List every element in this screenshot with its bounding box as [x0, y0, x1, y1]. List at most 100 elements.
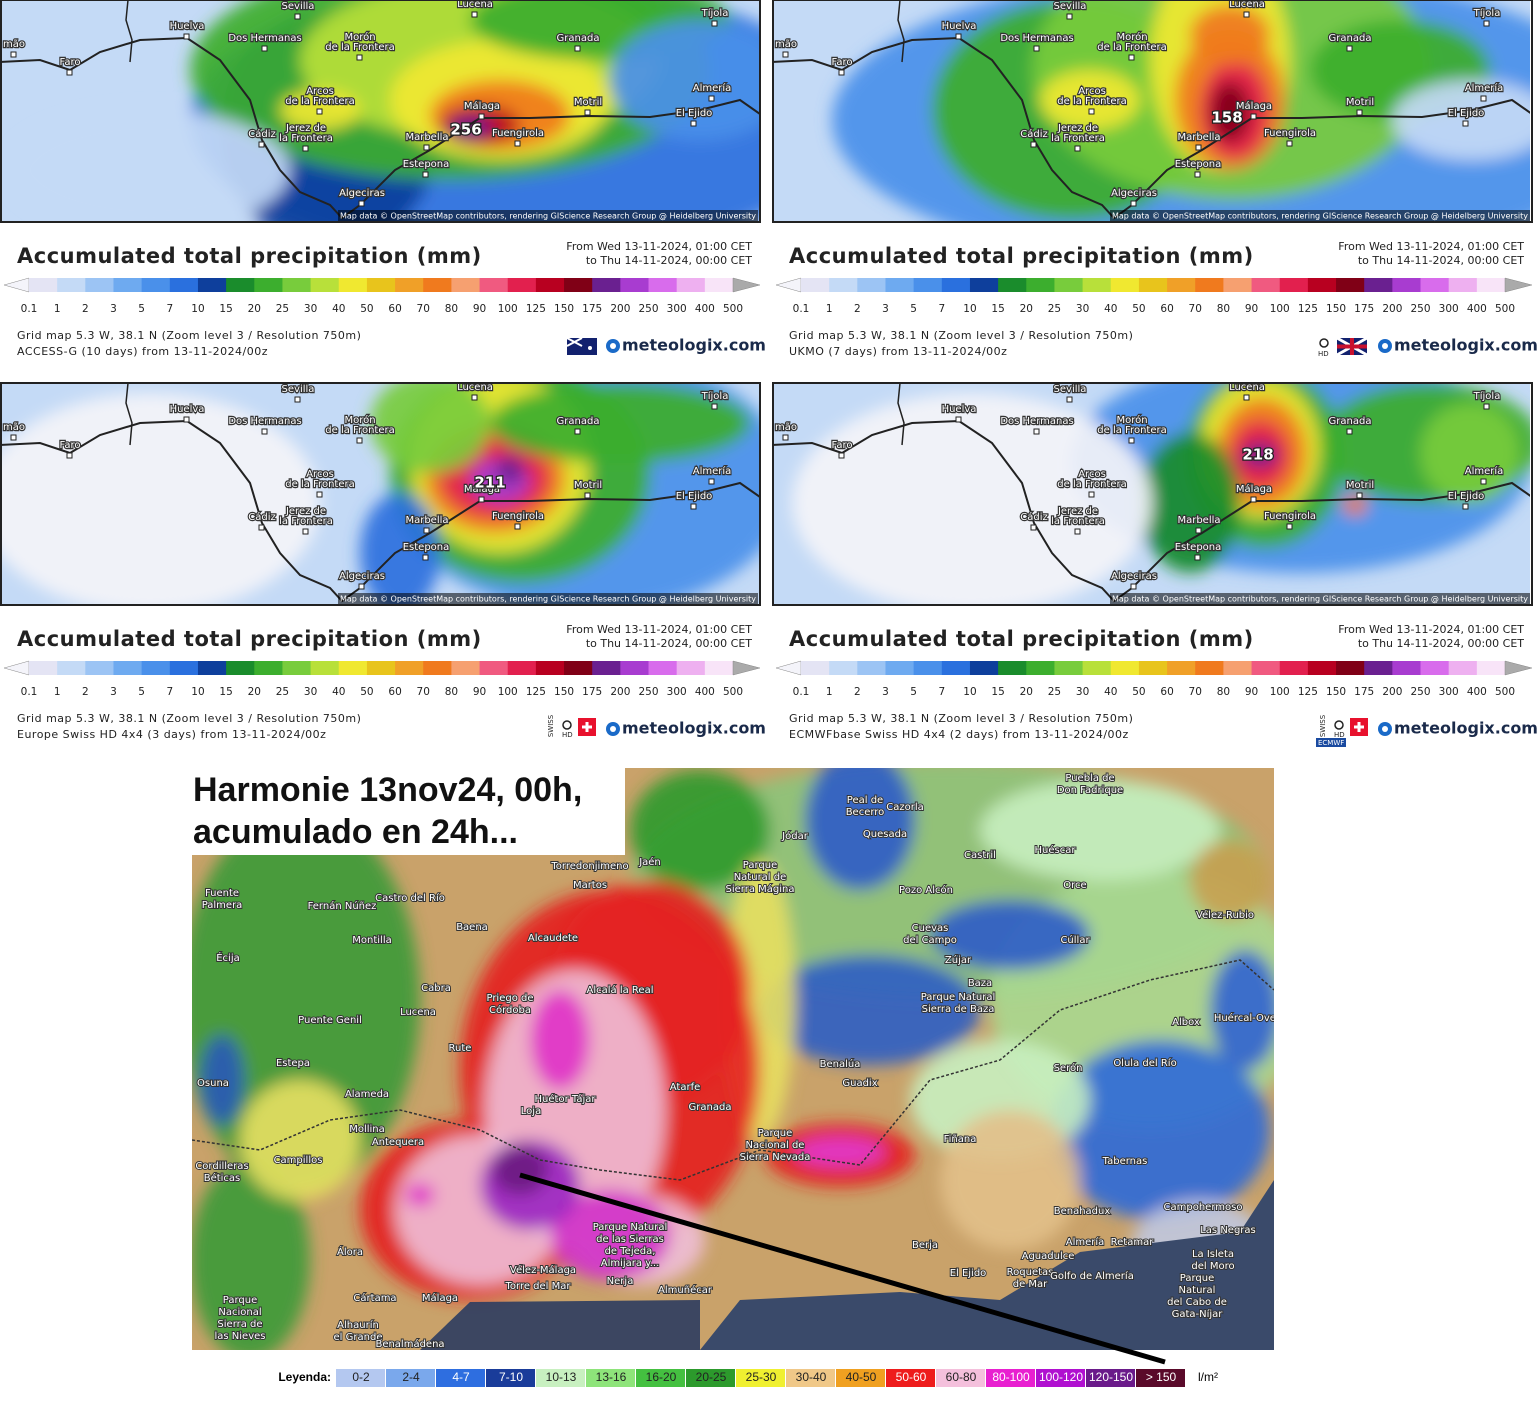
precip-field — [832, 0, 1530, 222]
place-label: La Isleta — [1192, 1249, 1234, 1260]
colorbar-swatch — [1195, 278, 1224, 292]
city-marker — [1243, 11, 1250, 18]
precip-area — [795, 1137, 885, 1167]
city-marker — [1033, 45, 1040, 52]
legend-title: Accumulated total precipitation (mm) — [789, 627, 1254, 651]
city-label: Motril — [1346, 480, 1374, 491]
colorbar-arrow-right — [1504, 277, 1533, 293]
city-label: la Frontera — [279, 133, 333, 144]
colorbar-swatch — [1026, 278, 1055, 292]
colorbar-swatch — [451, 661, 481, 675]
colorbar-arrow-right — [732, 660, 761, 676]
colorbar-label: 200 — [1382, 686, 1402, 698]
place-label: Parque Natural — [593, 1222, 668, 1233]
city-marker — [1195, 144, 1202, 151]
colorbar-swatch — [395, 661, 424, 675]
place-label: Atarfe — [670, 1082, 701, 1093]
city-label: Motril — [574, 480, 602, 491]
colorbar-swatch — [29, 278, 58, 292]
place-label: de las Sierras — [596, 1234, 664, 1245]
attribution-bg — [1110, 593, 1530, 605]
brand-logo-inner — [610, 726, 616, 732]
city-marker — [471, 394, 478, 401]
legend-label: Leyenda: — [278, 1370, 331, 1384]
colorbar-label: 80 — [445, 686, 458, 698]
colorbar-label: 40 — [332, 303, 345, 315]
city-label: Jerez de — [285, 123, 326, 134]
sea — [420, 1300, 700, 1350]
city-marker — [1194, 554, 1201, 561]
city-marker — [1066, 396, 1073, 403]
legend-swatch — [586, 1369, 635, 1387]
place-label: Vélez-Málaga — [510, 1264, 576, 1276]
grid-info: Grid map 5.3 W, 38.1 N (Zoom level 3 / R… — [17, 329, 361, 342]
city-label: de la Frontera — [1097, 42, 1166, 53]
colorbar-label: 90 — [1245, 686, 1258, 698]
city-label: mão — [775, 422, 797, 433]
city-label: Almería — [693, 82, 732, 94]
city-marker — [782, 51, 789, 58]
place-label: Béticas — [204, 1172, 241, 1184]
colorbar-label: 40 — [1104, 686, 1117, 698]
legend-bin-label: 4-7 — [452, 1370, 470, 1384]
border — [897, 383, 905, 446]
precip-map: Sevilla Lucena Tíjola Huelva Dos Hermanas Mor… — [2, 383, 760, 605]
flag-swiss-cross — [1354, 722, 1364, 732]
precip-field — [192, 768, 1274, 1350]
colorbar-swatch — [801, 278, 830, 292]
colorbar-label: 15 — [991, 303, 1004, 315]
precip-area — [1040, 70, 1140, 130]
place-label: Nacional de — [746, 1140, 805, 1151]
colorbar-label: 250 — [638, 686, 658, 698]
place-label: Málaga — [422, 1292, 458, 1304]
colorbar-swatch — [1476, 278, 1506, 292]
colorbar-swatch — [1279, 278, 1309, 292]
colorbar-label: 90 — [473, 686, 486, 698]
colorbar-label: 100 — [1270, 303, 1290, 315]
city-label: Morón — [1116, 31, 1147, 43]
colorbar-swatch — [1082, 661, 1112, 675]
colorbar-swatch — [282, 661, 312, 675]
place-label: Albox — [1172, 1017, 1200, 1028]
precip-area — [940, 1110, 1080, 1250]
place-label: Priego de — [486, 993, 533, 1004]
colorbar-swatch — [1054, 278, 1084, 292]
grid-info: Grid map 5.3 W, 38.1 N (Zoom level 3 / R… — [17, 712, 361, 725]
colorbar-label: 20 — [248, 303, 261, 315]
legend-title: Accumulated total precipitation (mm) — [789, 244, 1254, 268]
colorbar-swatch — [1138, 278, 1168, 292]
colorbar-label: 70 — [417, 303, 430, 315]
city-marker — [711, 403, 718, 410]
brand: meteologix.com — [1394, 719, 1538, 738]
legend-bin-label: 60-80 — [946, 1370, 977, 1384]
legend-swatch — [1036, 1369, 1085, 1387]
map-frame — [772, 382, 1533, 606]
city-label: Fuengirola — [1264, 511, 1316, 522]
attribution-bg — [1110, 210, 1530, 222]
colorbar-swatch — [338, 278, 368, 292]
colorbar-swatch — [1392, 278, 1422, 292]
place-label: Alcalá la Real — [587, 984, 654, 996]
precip-map: Sevilla Lucena Tíjola Huelva Dos Hermanas Mor… — [774, 383, 1530, 605]
city-label: mão — [3, 39, 25, 50]
place-label: Mollina — [349, 1124, 385, 1135]
place-label: Sierra Nevada — [740, 1152, 811, 1163]
colorbar-swatch — [535, 278, 565, 292]
coastline — [774, 36, 1530, 220]
precip-area — [1210, 950, 1274, 1070]
place-label: Loja — [521, 1106, 541, 1117]
place-label: Granada — [689, 1102, 732, 1113]
precip-area — [10, 110, 290, 222]
city-label: Marbella — [1177, 515, 1220, 526]
place-label: Fernán Núñez — [308, 900, 377, 912]
city-label: Arcos — [306, 86, 334, 97]
city-marker — [1286, 523, 1293, 530]
place-label: Alcaudete — [528, 933, 578, 944]
place-label: Alameda — [345, 1089, 389, 1100]
precip-area — [1343, 495, 1367, 515]
place-label: Cabra — [421, 983, 451, 994]
colorbar-label: 2 — [82, 686, 89, 698]
colorbar-label: 1 — [54, 303, 61, 315]
city-label: Tíjola — [1473, 390, 1501, 402]
place-label: Castril — [964, 850, 996, 861]
